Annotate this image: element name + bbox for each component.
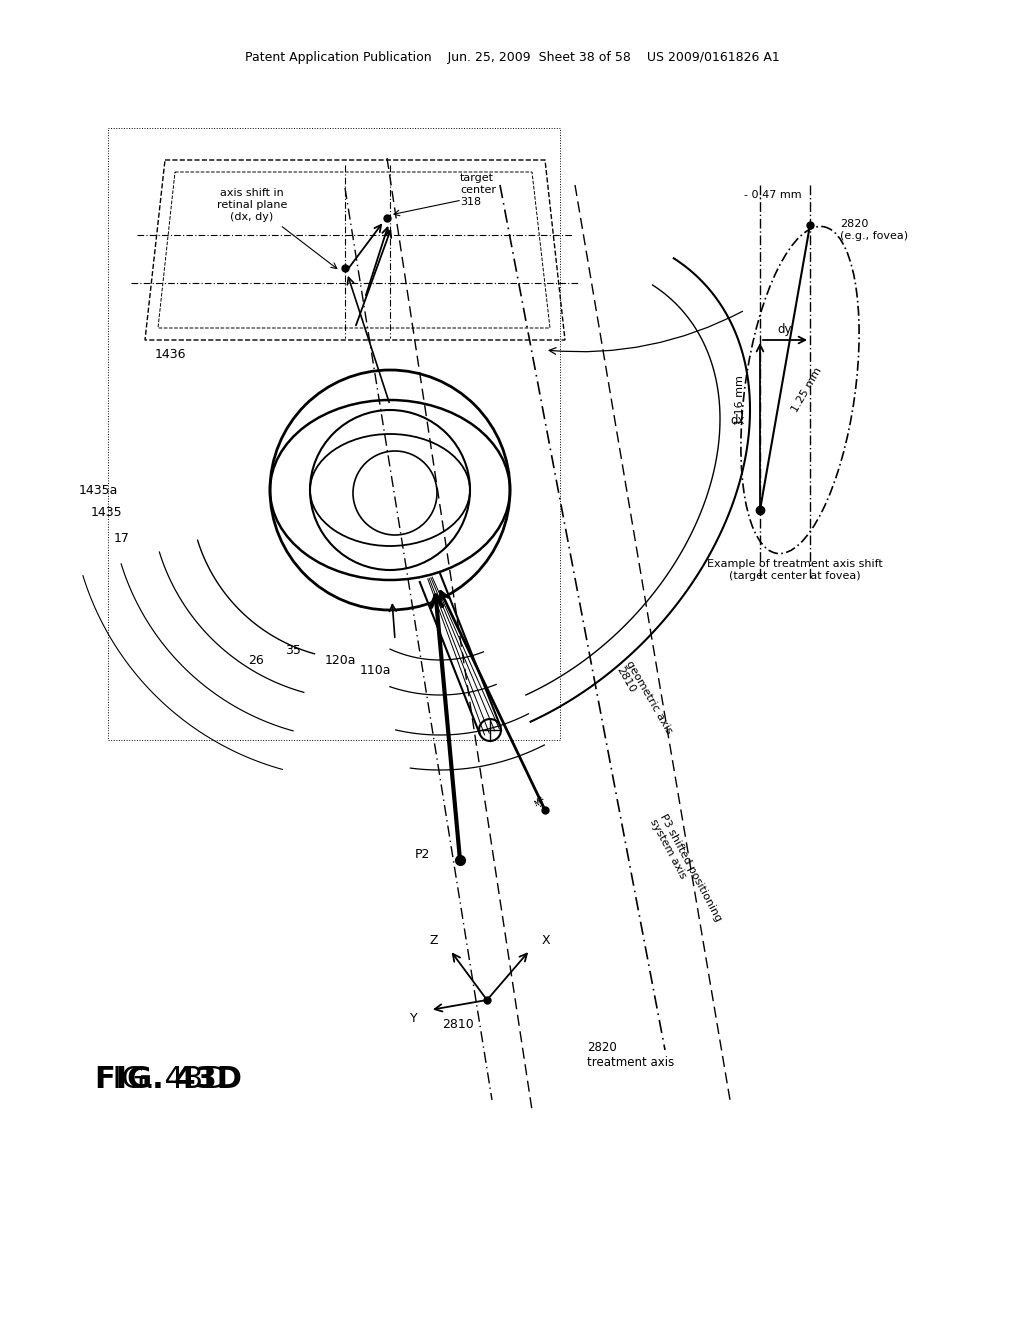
Text: Patent Application Publication    Jun. 25, 2009  Sheet 38 of 58    US 2009/01618: Patent Application Publication Jun. 25, … — [245, 50, 779, 63]
Text: Z: Z — [429, 933, 438, 946]
Text: Y: Y — [411, 1011, 418, 1024]
Text: FIG. 43D: FIG. 43D — [95, 1065, 226, 1094]
Text: 2820
(e.g., fovea): 2820 (e.g., fovea) — [840, 219, 908, 240]
Text: dx: dx — [730, 413, 745, 426]
Text: target
center
318: target center 318 — [460, 173, 496, 207]
Text: 1.25 mm: 1.25 mm — [790, 366, 823, 414]
Text: 1435: 1435 — [90, 506, 122, 519]
Text: dy: dy — [778, 323, 793, 337]
Text: geometric axis
2810: geometric axis 2810 — [614, 659, 674, 741]
Text: 110a: 110a — [360, 664, 391, 676]
Text: Example of treatment axis shift
(target center at fovea): Example of treatment axis shift (target … — [708, 560, 883, 581]
Text: 35: 35 — [285, 644, 301, 656]
Text: FIG. 43D: FIG. 43D — [95, 1065, 242, 1094]
Text: 120a: 120a — [325, 653, 356, 667]
Text: 1435a: 1435a — [79, 483, 118, 496]
Text: X: X — [542, 933, 551, 946]
Text: P2: P2 — [415, 849, 430, 862]
Text: 17: 17 — [114, 532, 130, 544]
Text: axis shift in
retinal plane
(dx, dy): axis shift in retinal plane (dx, dy) — [217, 189, 287, 222]
Text: 1.16 mm: 1.16 mm — [735, 375, 745, 425]
Text: - 0.47 mm: - 0.47 mm — [744, 190, 802, 201]
Text: 2810: 2810 — [442, 1019, 474, 1031]
Text: P3 shifted positioning
system axis: P3 shifted positioning system axis — [648, 812, 724, 928]
Text: 2820
treatment axis: 2820 treatment axis — [587, 1041, 674, 1069]
Text: 26: 26 — [248, 653, 264, 667]
Text: 1436: 1436 — [155, 348, 186, 362]
